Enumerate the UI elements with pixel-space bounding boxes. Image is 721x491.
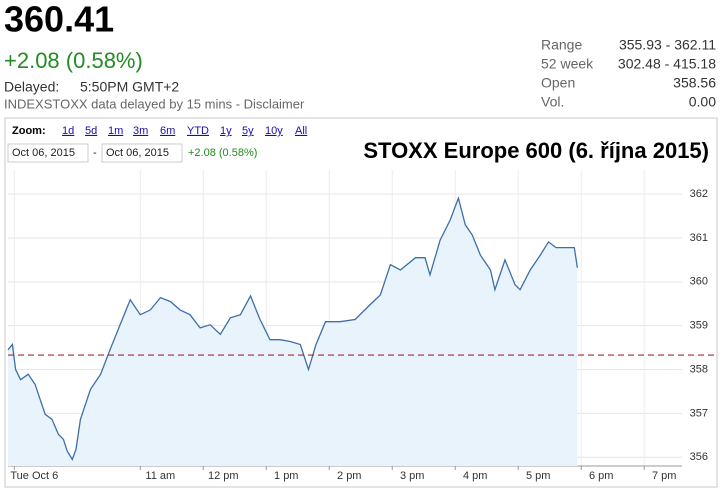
x-tick-label: 1 pm <box>274 470 298 482</box>
x-tick-label: 12 pm <box>208 470 239 482</box>
zoom-option[interactable]: 5d <box>85 125 97 137</box>
zoom-option[interactable]: 1d <box>62 125 74 137</box>
chart-title: STOXX Europe 600 (6. října 2015) <box>363 138 709 163</box>
stat-value: 0.00 <box>689 94 716 110</box>
zoom-option[interactable]: 6m <box>160 125 175 137</box>
zoom-option[interactable]: 5y <box>242 125 254 137</box>
date-box[interactable] <box>101 143 183 163</box>
date-box[interactable] <box>7 143 89 163</box>
y-tick-label: 358 <box>690 363 708 375</box>
y-tick-label: 356 <box>690 451 708 463</box>
plot: 356 357 358 359 360 361 362 Tue Oct 6 11 am 12 pm… <box>7 170 716 482</box>
zoom-options: 1d 5d 1m 3m 6m YTD 1y 5y 10y All <box>62 125 307 137</box>
line <box>7 195 579 461</box>
range-change: +2.08 (0.58%) <box>188 147 257 159</box>
price: 360.41 <box>4 0 114 40</box>
y-tick-label: 359 <box>690 320 708 332</box>
x-tick-label: 4 pm <box>463 470 487 482</box>
x-tick-label: 3 pm <box>400 470 424 482</box>
x-tick-label: 7 pm <box>652 470 676 482</box>
zoom-option[interactable]: 1y <box>220 125 232 137</box>
delayed-label: Delayed: <box>4 79 59 95</box>
to-date[interactable]: Oct 06, 2015 <box>106 147 169 159</box>
zoom-option[interactable]: YTD <box>187 125 209 137</box>
stat-value: 302.48 - 415.18 <box>618 56 716 72</box>
stats-table: Range 355.93 - 362.11 52 week 302.48 - 415.… <box>541 37 716 110</box>
from-date[interactable]: Oct 06, 2015 <box>12 147 75 159</box>
zoom-option[interactable]: All <box>295 125 307 137</box>
date-separator: - <box>93 147 97 159</box>
area <box>8 198 578 466</box>
x-tick-label: 6 pm <box>589 470 613 482</box>
zoom-option[interactable]: 3m <box>133 125 148 137</box>
x-tick-label: 11 am <box>145 470 175 482</box>
x-tick-label: Tue Oct 6 <box>10 470 58 482</box>
stat-value: 358.56 <box>673 75 716 91</box>
delayed-time: 5:50PM GMT+2 <box>80 79 179 95</box>
zoom-option[interactable]: 10y <box>265 125 283 137</box>
stat-label: 52 week <box>541 56 594 72</box>
stat-label: Range <box>541 37 582 53</box>
y-tick-label: 361 <box>690 232 708 244</box>
y-tick-label: 360 <box>690 276 708 288</box>
x-tick-label: 5 pm <box>526 470 550 482</box>
x-tick-label: 2 pm <box>337 470 361 482</box>
zoom-option[interactable]: 1m <box>108 125 123 137</box>
price-change: +2.08 (0.58%) <box>4 48 143 73</box>
stat-value: 355.93 - 362.11 <box>619 37 716 53</box>
zoom-label: Zoom: <box>12 125 46 137</box>
y-tick-label: 362 <box>690 188 708 200</box>
y-tick-label: 357 <box>690 407 708 419</box>
stat-label: Open <box>541 75 575 91</box>
source-note: INDEXSTOXX data delayed by 15 mins - Dis… <box>4 96 305 111</box>
stat-label: Vol. <box>541 94 564 110</box>
